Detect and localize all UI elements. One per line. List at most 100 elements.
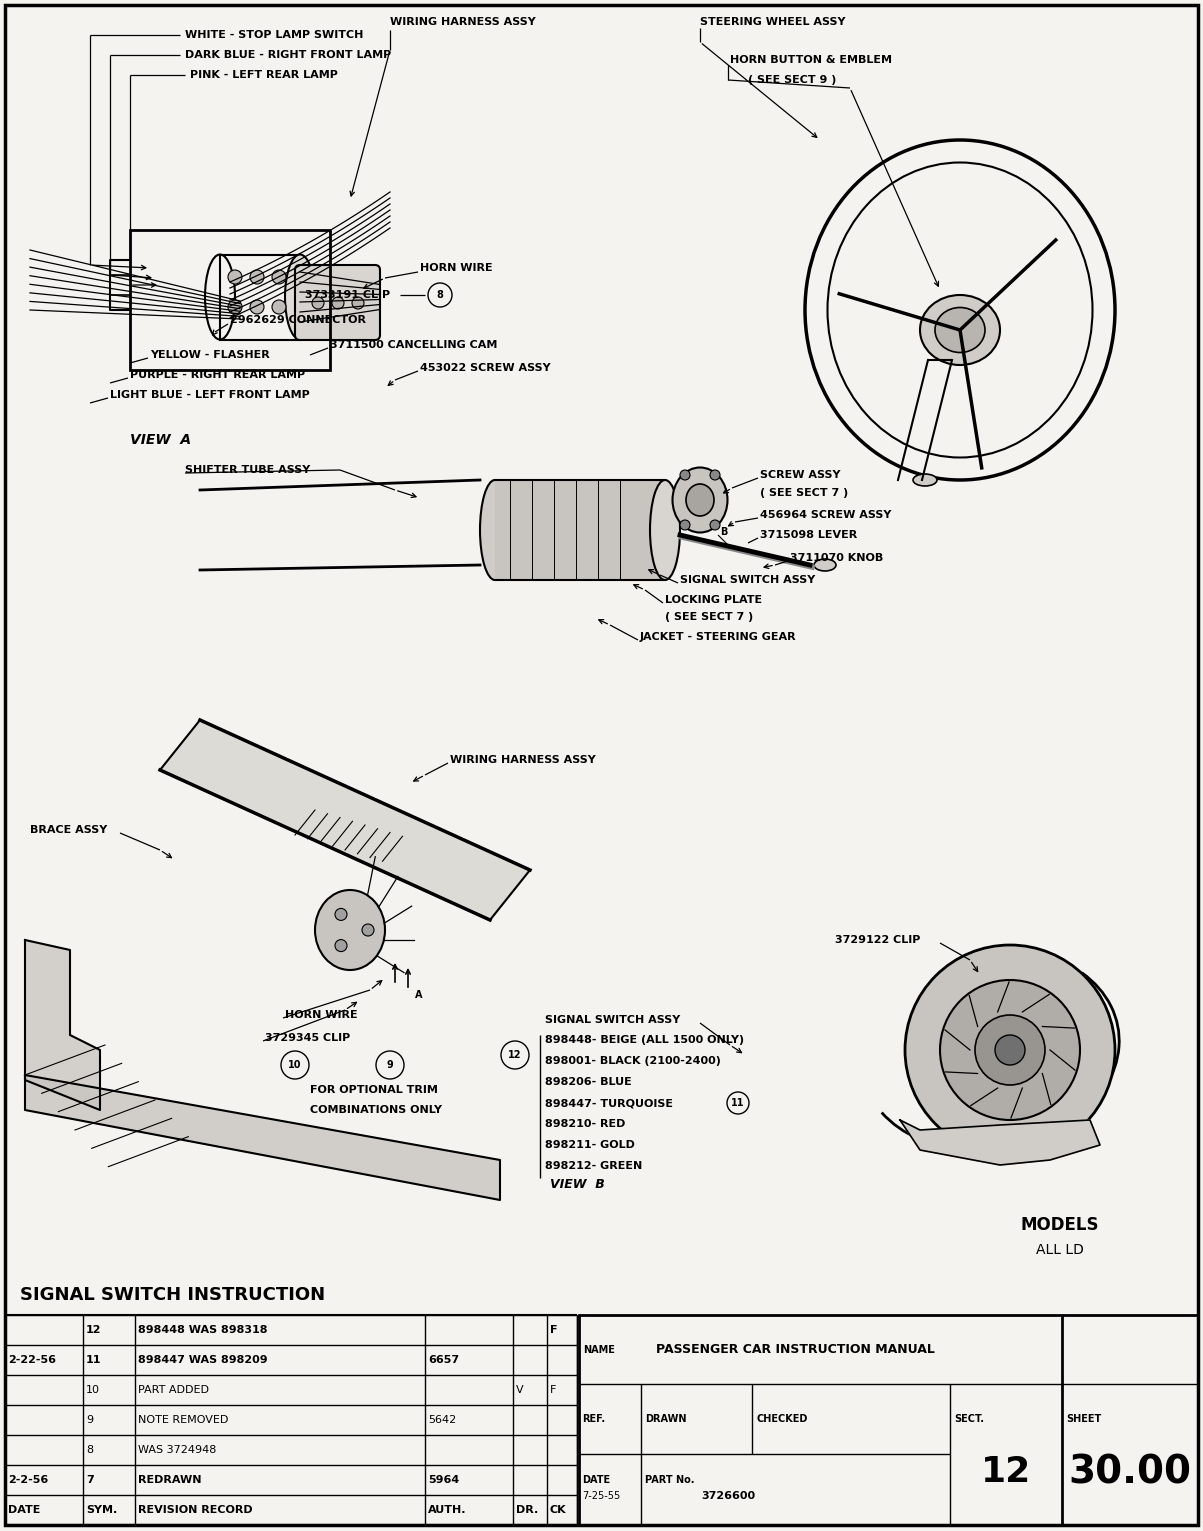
Text: 8: 8	[437, 289, 444, 300]
Text: 3733191 CLIP: 3733191 CLIP	[306, 289, 390, 300]
Text: A: A	[415, 991, 422, 1000]
Text: 10: 10	[289, 1059, 302, 1070]
Text: 898448- BEIGE (ALL 1500 ONLY): 898448- BEIGE (ALL 1500 ONLY)	[545, 1035, 745, 1046]
Ellipse shape	[913, 475, 937, 485]
Text: NOTE REMOVED: NOTE REMOVED	[138, 1415, 229, 1425]
Text: DATE: DATE	[582, 1476, 610, 1485]
Circle shape	[974, 1015, 1045, 1085]
Text: PURPLE - RIGHT REAR LAMP: PURPLE - RIGHT REAR LAMP	[130, 371, 306, 380]
Polygon shape	[900, 1121, 1100, 1165]
Text: SHIFTER TUBE ASSY: SHIFTER TUBE ASSY	[185, 465, 310, 475]
Text: DRAWN: DRAWN	[645, 1415, 687, 1424]
Ellipse shape	[285, 254, 315, 340]
Text: FOR OPTIONAL TRIM: FOR OPTIONAL TRIM	[310, 1085, 438, 1095]
Text: 3729122 CLIP: 3729122 CLIP	[835, 935, 920, 945]
Text: SYM.: SYM.	[85, 1505, 117, 1516]
Text: ( SEE SECT 7 ): ( SEE SECT 7 )	[760, 488, 848, 498]
Text: 453022 SCREW ASSY: 453022 SCREW ASSY	[420, 363, 551, 374]
Bar	[220, 256, 300, 340]
Circle shape	[680, 521, 691, 530]
Text: JACKET - STEERING GEAR: JACKET - STEERING GEAR	[640, 632, 796, 641]
Text: DATE: DATE	[8, 1505, 41, 1516]
Text: LOCKING PLATE: LOCKING PLATE	[665, 596, 763, 605]
Circle shape	[352, 297, 365, 309]
Circle shape	[995, 1035, 1025, 1066]
Text: 7: 7	[85, 1474, 94, 1485]
Text: 12: 12	[980, 1456, 1031, 1490]
Text: 12: 12	[85, 1324, 101, 1335]
Text: 9: 9	[386, 1059, 393, 1070]
Text: MODELS: MODELS	[1021, 1216, 1100, 1234]
Text: B: B	[721, 527, 728, 537]
Text: 11: 11	[85, 1355, 101, 1366]
Text: 12: 12	[508, 1050, 522, 1059]
Text: PART No.: PART No.	[645, 1476, 694, 1485]
Text: 898210- RED: 898210- RED	[545, 1119, 626, 1128]
Ellipse shape	[480, 481, 510, 580]
Text: 11: 11	[731, 1098, 745, 1108]
Circle shape	[334, 940, 346, 952]
Circle shape	[940, 980, 1080, 1121]
Text: SCREW ASSY: SCREW ASSY	[760, 470, 841, 481]
Ellipse shape	[650, 481, 680, 580]
Text: YELLOW - FLASHER: YELLOW - FLASHER	[150, 351, 269, 360]
Text: SHEET: SHEET	[1066, 1415, 1101, 1424]
Text: PASSENGER CAR INSTRUCTION MANUAL: PASSENGER CAR INSTRUCTION MANUAL	[656, 1343, 935, 1356]
Text: PINK - LEFT REAR LAMP: PINK - LEFT REAR LAMP	[190, 70, 338, 80]
Text: 3729345 CLIP: 3729345 CLIP	[265, 1033, 350, 1043]
Ellipse shape	[686, 484, 715, 516]
Ellipse shape	[315, 890, 385, 971]
Text: 898448 WAS 898318: 898448 WAS 898318	[138, 1324, 267, 1335]
Text: CHECKED: CHECKED	[757, 1415, 807, 1424]
Text: 898206- BLUE: 898206- BLUE	[545, 1076, 632, 1087]
Text: 898001- BLACK (2100-2400): 898001- BLACK (2100-2400)	[545, 1056, 721, 1066]
Text: WHITE - STOP LAMP SWITCH: WHITE - STOP LAMP SWITCH	[185, 31, 363, 40]
Text: V: V	[516, 1386, 523, 1395]
Polygon shape	[25, 940, 100, 1110]
Text: REVISION RECORD: REVISION RECORD	[138, 1505, 253, 1516]
Ellipse shape	[814, 559, 836, 571]
Circle shape	[334, 908, 346, 920]
Text: HORN WIRE: HORN WIRE	[285, 1010, 357, 1020]
Text: 898447- TURQUOISE: 898447- TURQUOISE	[545, 1098, 672, 1108]
Text: 30.00: 30.00	[1068, 1453, 1191, 1491]
Circle shape	[229, 269, 242, 283]
Text: 898211- GOLD: 898211- GOLD	[545, 1141, 635, 1150]
Text: DARK BLUE - RIGHT FRONT LAMP: DARK BLUE - RIGHT FRONT LAMP	[185, 51, 391, 60]
Text: ALL LD: ALL LD	[1036, 1243, 1084, 1257]
Text: BRACE ASSY: BRACE ASSY	[30, 825, 107, 834]
Text: SECT.: SECT.	[954, 1415, 984, 1424]
Circle shape	[250, 300, 263, 314]
Text: 898447 WAS 898209: 898447 WAS 898209	[138, 1355, 267, 1366]
Text: 5642: 5642	[428, 1415, 456, 1425]
Text: HORN WIRE: HORN WIRE	[420, 263, 492, 273]
Text: 8: 8	[85, 1445, 93, 1454]
Text: 3726600: 3726600	[701, 1491, 755, 1502]
Text: REDRAWN: REDRAWN	[138, 1474, 201, 1485]
Text: COMBINATIONS ONLY: COMBINATIONS ONLY	[310, 1105, 442, 1115]
Text: 6657: 6657	[428, 1355, 460, 1366]
Polygon shape	[25, 1075, 500, 1200]
Text: VIEW  B: VIEW B	[550, 1179, 605, 1191]
Text: WIRING HARNESS ASSY: WIRING HARNESS ASSY	[450, 755, 595, 766]
Text: HORN BUTTON & EMBLEM: HORN BUTTON & EMBLEM	[730, 55, 891, 64]
Text: STEERING WHEEL ASSY: STEERING WHEEL ASSY	[700, 17, 846, 28]
Circle shape	[905, 945, 1115, 1154]
Text: 456964 SCREW ASSY: 456964 SCREW ASSY	[760, 510, 891, 521]
Text: ( SEE SECT 9 ): ( SEE SECT 9 )	[748, 75, 836, 86]
Text: LIGHT BLUE - LEFT FRONT LAMP: LIGHT BLUE - LEFT FRONT LAMP	[109, 390, 309, 400]
Text: DR.: DR.	[516, 1505, 538, 1516]
Circle shape	[229, 300, 242, 314]
Text: SIGNAL SWITCH ASSY: SIGNAL SWITCH ASSY	[680, 576, 816, 585]
Text: ( SEE SECT 7 ): ( SEE SECT 7 )	[665, 612, 753, 622]
Circle shape	[250, 269, 263, 283]
Text: VIEW  A: VIEW A	[130, 433, 191, 447]
Text: WAS 3724948: WAS 3724948	[138, 1445, 217, 1454]
Text: SIGNAL SWITCH INSTRUCTION: SIGNAL SWITCH INSTRUCTION	[20, 1286, 325, 1304]
Text: 3711070 KNOB: 3711070 KNOB	[790, 553, 883, 563]
Text: PART ADDED: PART ADDED	[138, 1386, 209, 1395]
Text: REF.: REF.	[582, 1415, 605, 1424]
Ellipse shape	[935, 308, 985, 352]
FancyBboxPatch shape	[295, 265, 380, 340]
Text: F: F	[550, 1386, 556, 1395]
